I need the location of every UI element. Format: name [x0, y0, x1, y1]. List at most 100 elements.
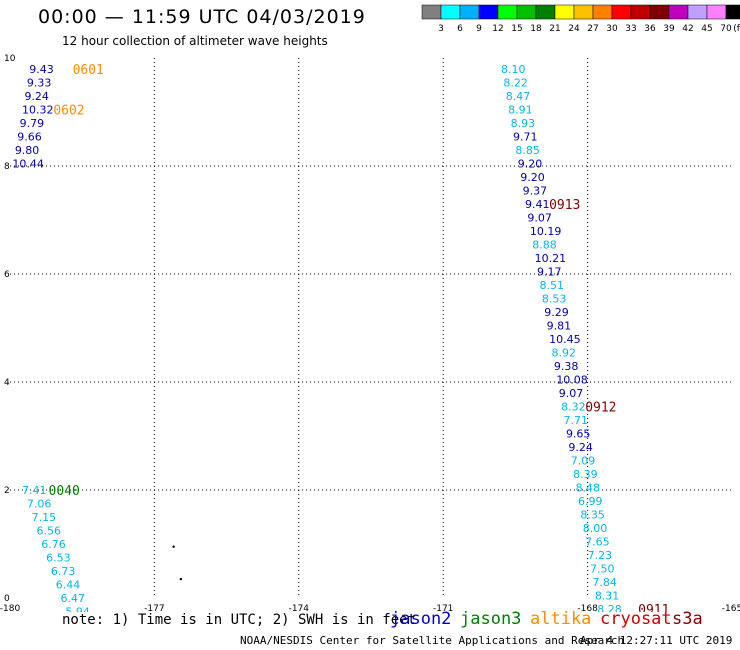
- data-point-label: 6.53: [46, 552, 71, 565]
- legend-label: 45: [701, 24, 712, 34]
- data-point-label: 9.24: [568, 441, 593, 454]
- y-tick-label: 8: [4, 162, 10, 172]
- y-tick-label: 10: [4, 54, 16, 64]
- data-point-label: 8.10: [501, 63, 525, 76]
- data-point-label: 9.81: [547, 319, 572, 332]
- data-point-label: 10.32: [22, 103, 54, 116]
- data-point-label: 8.85: [515, 144, 540, 157]
- data-point-label: 10.45: [549, 333, 581, 346]
- time-label: 0912: [585, 400, 616, 415]
- data-point-label: 6.99: [578, 495, 603, 508]
- legend-label: 18: [530, 24, 542, 34]
- data-point-label: 8.39: [573, 468, 598, 481]
- data-point-label: 10.19: [530, 225, 562, 238]
- time-label: 0913: [549, 198, 580, 213]
- data-point-label: 9.33: [27, 76, 51, 89]
- data-point-label: 6.73: [51, 565, 75, 578]
- legend-label: 12: [492, 24, 503, 34]
- x-tick-label: -177: [144, 604, 164, 612]
- data-point-label: 9.71: [513, 130, 538, 143]
- x-tick-label: -171: [433, 604, 453, 612]
- data-point-label: 10.44: [12, 157, 44, 170]
- time-label: 0601: [73, 63, 104, 78]
- x-tick-label: -165: [722, 604, 740, 612]
- data-point-label: 8.32: [561, 400, 586, 413]
- legend-label: 6: [457, 24, 463, 34]
- data-point-label: 8.91: [508, 103, 533, 116]
- data-point-label: 6.44: [56, 579, 81, 592]
- legend-altika: altika: [530, 609, 592, 629]
- footer-timestamp: Apr 4 12:27:11 UTC 2019: [580, 634, 733, 647]
- x-tick-label: -180: [0, 604, 20, 612]
- y-tick-label: 4: [4, 378, 10, 388]
- data-point-label: 9.29: [544, 306, 569, 319]
- altimeter-plot: -180 -177 -174 -171 -168 -16502468109.439.339…: [0, 54, 740, 612]
- legend-jason2: jason2: [390, 609, 452, 629]
- data-point-label: 9.07: [527, 211, 552, 224]
- y-tick-label: 0: [4, 594, 10, 604]
- data-point-label: 9.66: [17, 130, 42, 143]
- data-point-label: 8.48: [576, 481, 601, 494]
- legend-label: 3: [438, 24, 444, 34]
- data-point-label: 7.15: [32, 511, 57, 524]
- data-point-label: 8.92: [552, 346, 577, 359]
- data-point-label: 7.84: [592, 576, 617, 589]
- data-point-label: 7.23: [588, 549, 613, 562]
- legend-label: 70: [720, 24, 732, 34]
- data-point-label: 7.41: [22, 484, 47, 497]
- legend-label: 30: [606, 24, 618, 34]
- data-point-label: 6.56: [36, 525, 61, 538]
- data-point-label: 7.50: [590, 562, 615, 575]
- data-point-label: 10.08: [556, 373, 588, 386]
- data-point-label: 8.53: [542, 292, 567, 305]
- legend-s3a: s3a: [672, 609, 703, 629]
- data-point-label: 7.09: [571, 454, 596, 467]
- data-point-label: 7.71: [564, 414, 589, 427]
- data-point-label: 9.17: [537, 265, 562, 278]
- data-point-label: 6.47: [61, 592, 86, 605]
- time-label: 0602: [53, 103, 84, 118]
- data-point-label: 9.20: [520, 171, 545, 184]
- legend-label: 33: [625, 24, 636, 34]
- data-point-label: 9.65: [566, 427, 591, 440]
- data-point-label: 8.22: [503, 76, 528, 89]
- legend-label: 27: [587, 24, 598, 34]
- y-tick-label: 6: [4, 270, 10, 280]
- data-point-label: 9.24: [24, 90, 49, 103]
- data-point: [172, 545, 175, 548]
- data-point-label: 9.20: [518, 157, 543, 170]
- data-point-label: 9.37: [523, 184, 548, 197]
- data-point-label: 9.38: [554, 360, 579, 373]
- y-tick-label: 2: [4, 486, 10, 496]
- legend-label: 24: [568, 24, 580, 34]
- page-subtitle: 12 hour collection of altimeter wave hei…: [62, 34, 328, 48]
- data-point-label: 8.28: [597, 603, 622, 612]
- legend-label: 21: [549, 24, 560, 34]
- footer-credit: NOAA/NESDIS Center for Satellite Applica…: [240, 634, 625, 647]
- legend-swatch: [725, 4, 740, 20]
- data-point-label: 8.47: [506, 90, 530, 103]
- time-label: 0040: [49, 484, 80, 499]
- time-label: 0911: [638, 603, 669, 612]
- legend-label: 39: [663, 24, 675, 34]
- data-point-label: 8.93: [511, 117, 536, 130]
- data-point-label: 8.35: [580, 508, 605, 521]
- data-point-label: 9.43: [29, 63, 54, 76]
- data-point-label: 10.21: [535, 252, 567, 265]
- legend-jason3: jason3: [460, 609, 522, 629]
- page-title: 00:00 — 11:59 UTC 04/03/2019: [38, 6, 366, 28]
- data-point-label: 8.00: [583, 522, 608, 535]
- data-point-label: 7.65: [585, 535, 610, 548]
- data-point-label: 6.76: [41, 538, 66, 551]
- legend-label: 9: [476, 24, 482, 34]
- data-point-label: 8.51: [539, 279, 564, 292]
- data-point-label: 9.79: [20, 117, 45, 130]
- legend-cryosat: cryosat: [600, 609, 672, 629]
- legend-label: 42: [682, 24, 693, 34]
- x-tick-label: -168: [577, 604, 598, 612]
- data-point-label: 9.07: [559, 387, 584, 400]
- legend-label: 36: [644, 24, 656, 34]
- note-text: note: 1) Time is in UTC; 2) SWH is in fe…: [62, 612, 417, 628]
- x-tick-label: -174: [289, 604, 310, 612]
